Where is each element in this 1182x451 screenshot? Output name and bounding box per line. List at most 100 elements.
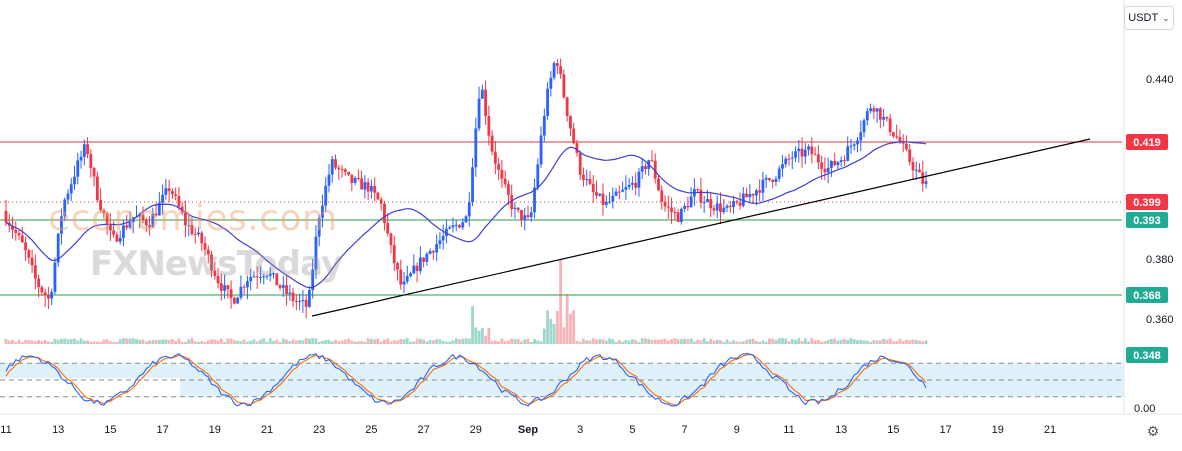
candle-body [321, 205, 324, 218]
volume-bar [908, 340, 912, 344]
volume-bar [852, 339, 856, 344]
time-tick-label: 17 [939, 424, 951, 436]
candle-body [157, 202, 161, 216]
volume-bar [634, 340, 638, 344]
volume-bar [255, 341, 259, 344]
volume-bar [533, 339, 536, 344]
volume-bar [800, 340, 804, 344]
candle-body [350, 174, 354, 183]
volume-bar [839, 339, 843, 344]
candle-body [415, 265, 419, 272]
candle-body [549, 77, 553, 89]
candle-body [389, 233, 393, 246]
volume-bar [366, 338, 370, 344]
candle-body [294, 301, 298, 303]
candle-body [892, 132, 895, 137]
candle-body [634, 182, 638, 188]
oscillator-k-line [5, 353, 927, 407]
candle-body [213, 270, 217, 277]
candle-body [539, 135, 543, 165]
volume-bar [526, 338, 530, 344]
candle-body [493, 151, 497, 164]
candle-body [572, 128, 576, 144]
candle-body [363, 182, 367, 190]
volume-bar [624, 340, 628, 344]
candle-body [184, 212, 187, 226]
volume-bar [500, 338, 504, 344]
candle-body [151, 213, 155, 228]
candle-body [882, 117, 886, 120]
volume-bar [474, 327, 478, 344]
candle-body [27, 250, 31, 258]
candle-body [311, 269, 315, 291]
time-tick-label: 13 [52, 424, 64, 436]
candle-body [11, 225, 14, 230]
candle-body [353, 177, 357, 183]
candle-body [856, 140, 859, 145]
candle-body [409, 273, 412, 277]
time-tick-label: 5 [629, 424, 635, 436]
candle-body [334, 159, 337, 168]
volume-bar [595, 339, 598, 344]
volume-bar [334, 339, 337, 344]
volume-bar [696, 339, 700, 344]
volume-bar [321, 340, 324, 344]
volume-bar [193, 341, 197, 344]
candle-body [383, 203, 386, 223]
volume-bar [794, 339, 797, 344]
volume-bar [298, 339, 302, 344]
volume-bar [480, 328, 484, 344]
volume-bar [206, 340, 210, 344]
currency-selector[interactable]: USDT ⌄ [1124, 6, 1174, 30]
volume-bar [223, 341, 226, 344]
time-tick-label: 25 [365, 424, 377, 436]
volume-bar [242, 339, 246, 344]
candle-body [56, 233, 60, 263]
volume-bar [14, 341, 18, 344]
volume-bar [131, 338, 135, 344]
volume-bar [569, 313, 572, 344]
volume-bar [27, 340, 31, 344]
volume-bar [640, 338, 644, 344]
candle-body [839, 160, 843, 163]
candle-body [37, 278, 41, 288]
volume-bar [415, 338, 419, 344]
oscillator-tick-label: 0.00 [1134, 403, 1155, 415]
volume-bar [422, 339, 425, 344]
settings-gear-icon[interactable]: ⚙ [1146, 422, 1160, 439]
candle-body [533, 187, 536, 213]
currency-label: USDT [1128, 12, 1159, 24]
volume-bar [249, 340, 253, 344]
time-axis: 11 13 15 17 19 21 23 25 27 29 Sep 3 5 7 9 11 13 15 17 19 21 [0, 413, 1182, 436]
volume-bar [536, 340, 540, 344]
candle-body [741, 193, 745, 206]
volume-bar [373, 339, 377, 344]
volume-bar [771, 338, 775, 344]
volume-bar [826, 339, 830, 344]
volume-bar [542, 328, 546, 344]
volume-bar [464, 338, 468, 344]
volume-bar [161, 339, 164, 344]
candle-body [914, 169, 918, 171]
volume-bar [598, 339, 602, 344]
volume-bar [308, 338, 311, 344]
volume-bar [285, 339, 288, 344]
volume-bar [425, 341, 429, 344]
candle-body [673, 211, 677, 213]
candle-body [745, 193, 748, 198]
candle-body [748, 193, 752, 198]
candle-body [265, 275, 269, 277]
candle-body [536, 164, 540, 188]
candle-body [343, 169, 347, 172]
candle-body [422, 257, 425, 262]
candle-body [836, 162, 840, 166]
candle-body [431, 250, 435, 253]
volume-bar [461, 338, 465, 344]
volume-bar [184, 341, 187, 344]
volume-bar [546, 310, 549, 344]
volume-bar [918, 340, 921, 344]
candle-body [790, 157, 794, 159]
candle-body [875, 108, 879, 112]
